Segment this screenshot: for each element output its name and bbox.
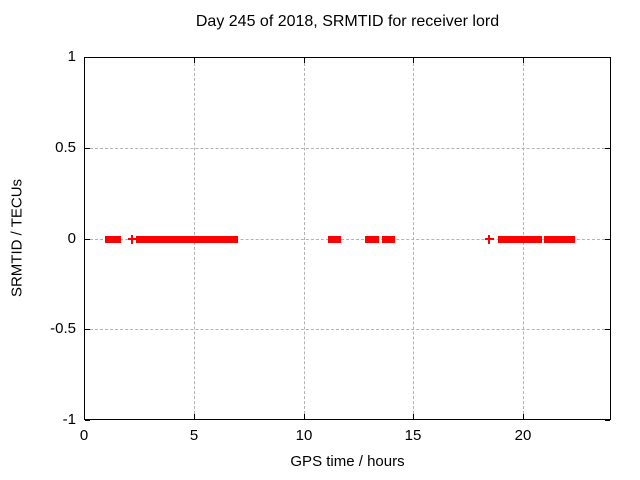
x-tick-top [194, 58, 195, 63]
x-tick-label: 20 [514, 427, 532, 444]
data-segment [136, 236, 238, 243]
y-tick-right [605, 420, 610, 421]
x-tick-label: 15 [404, 427, 422, 444]
data-segment [544, 236, 575, 243]
y-tick-right [605, 329, 610, 330]
y-tick-label: 1 [67, 48, 76, 65]
y-tick-right [605, 239, 610, 240]
y-gridline [85, 148, 610, 149]
data-segment [328, 236, 341, 243]
y-tick-left [85, 420, 90, 421]
data-segment [498, 236, 542, 243]
data-point-plus-v [131, 235, 133, 244]
y-tick-left [85, 329, 90, 330]
data-segment [365, 236, 379, 243]
y-tick-label: 0.5 [55, 139, 76, 156]
data-point-plus-v [488, 235, 490, 244]
x-tick-bottom [523, 414, 524, 419]
chart-title: Day 245 of 2018, SRMTID for receiver lor… [195, 13, 500, 30]
y-tick-left [85, 239, 90, 240]
x-tick-label: 0 [79, 427, 89, 444]
x-axis-label: GPS time / hours [290, 453, 405, 470]
x-gridline [304, 58, 305, 419]
y-tick-left [85, 148, 90, 149]
x-tick-bottom [304, 414, 305, 419]
y-tick-label: -0.5 [50, 320, 76, 337]
x-tick-top [84, 58, 85, 63]
y-tick-left [85, 57, 90, 58]
y-tick-right [605, 148, 610, 149]
y-gridline [85, 239, 610, 240]
x-tick-bottom [413, 414, 414, 419]
y-tick-label: 0 [67, 230, 76, 247]
x-tick-label: 5 [189, 427, 199, 444]
x-gridline [413, 58, 414, 419]
x-tick-label: 10 [295, 427, 313, 444]
y-gridline [85, 329, 610, 330]
x-tick-bottom [84, 414, 85, 419]
data-segment [105, 236, 121, 243]
x-tick-top [413, 58, 414, 63]
x-tick-bottom [194, 414, 195, 419]
y-tick-right [605, 57, 610, 58]
plot-area [84, 57, 611, 420]
y-tick-label: -1 [62, 411, 76, 428]
data-segment [382, 236, 395, 243]
x-tick-top [523, 58, 524, 63]
x-tick-top [304, 58, 305, 63]
